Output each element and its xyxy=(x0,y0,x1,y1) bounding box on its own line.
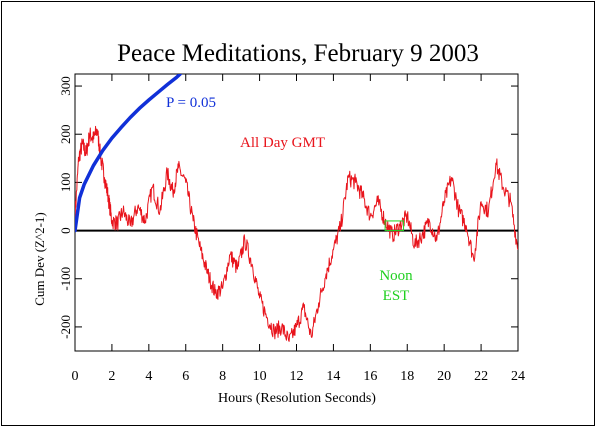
x-tick-label: 18 xyxy=(400,369,414,384)
y-tick-label: 200 xyxy=(58,124,73,144)
chart-title: Peace Meditations, February 9 2003 xyxy=(117,40,479,67)
x-tick-label: 14 xyxy=(326,369,340,384)
noon-label: Noon xyxy=(379,268,413,284)
x-tick-label: 10 xyxy=(253,369,267,384)
x-tick-label: 6 xyxy=(182,369,189,384)
x-tick-label: 24 xyxy=(511,369,525,384)
plot-area xyxy=(75,74,518,342)
x-axis: 0 2 4 6 8 10 12 14 16 18 20 22 24 xyxy=(72,74,525,384)
plot-content xyxy=(75,74,518,342)
y-axis: -200 -100 0 100 200 300 xyxy=(58,76,518,339)
x-tick-label: 0 xyxy=(72,369,79,384)
p-value-label: P = 0.05 xyxy=(166,95,216,111)
x-tick-label: 22 xyxy=(474,369,488,384)
cumdev-series-line xyxy=(75,125,518,342)
x-tick-label: 12 xyxy=(290,369,304,384)
y-tick-label: -200 xyxy=(58,315,73,339)
period-label: All Day GMT xyxy=(240,135,325,151)
x-tick-label: 20 xyxy=(437,369,451,384)
x-tick-label: 16 xyxy=(363,369,377,384)
x-tick-label: 4 xyxy=(145,369,152,384)
noon-marker xyxy=(384,220,405,232)
p05-envelope-line xyxy=(75,74,182,233)
x-axis-label: Hours (Resolution Seconds) xyxy=(218,391,376,406)
y-axis-label: Cum Dev (Z^2-1) xyxy=(32,212,47,305)
y-tick-label: -100 xyxy=(58,267,73,291)
x-tick-label: 8 xyxy=(219,369,226,384)
y-tick-label: 0 xyxy=(58,227,73,234)
est-label: EST xyxy=(383,288,410,304)
x-tick-label: 2 xyxy=(108,369,115,384)
y-tick-label: 300 xyxy=(58,76,73,96)
y-tick-label: 100 xyxy=(58,173,73,193)
